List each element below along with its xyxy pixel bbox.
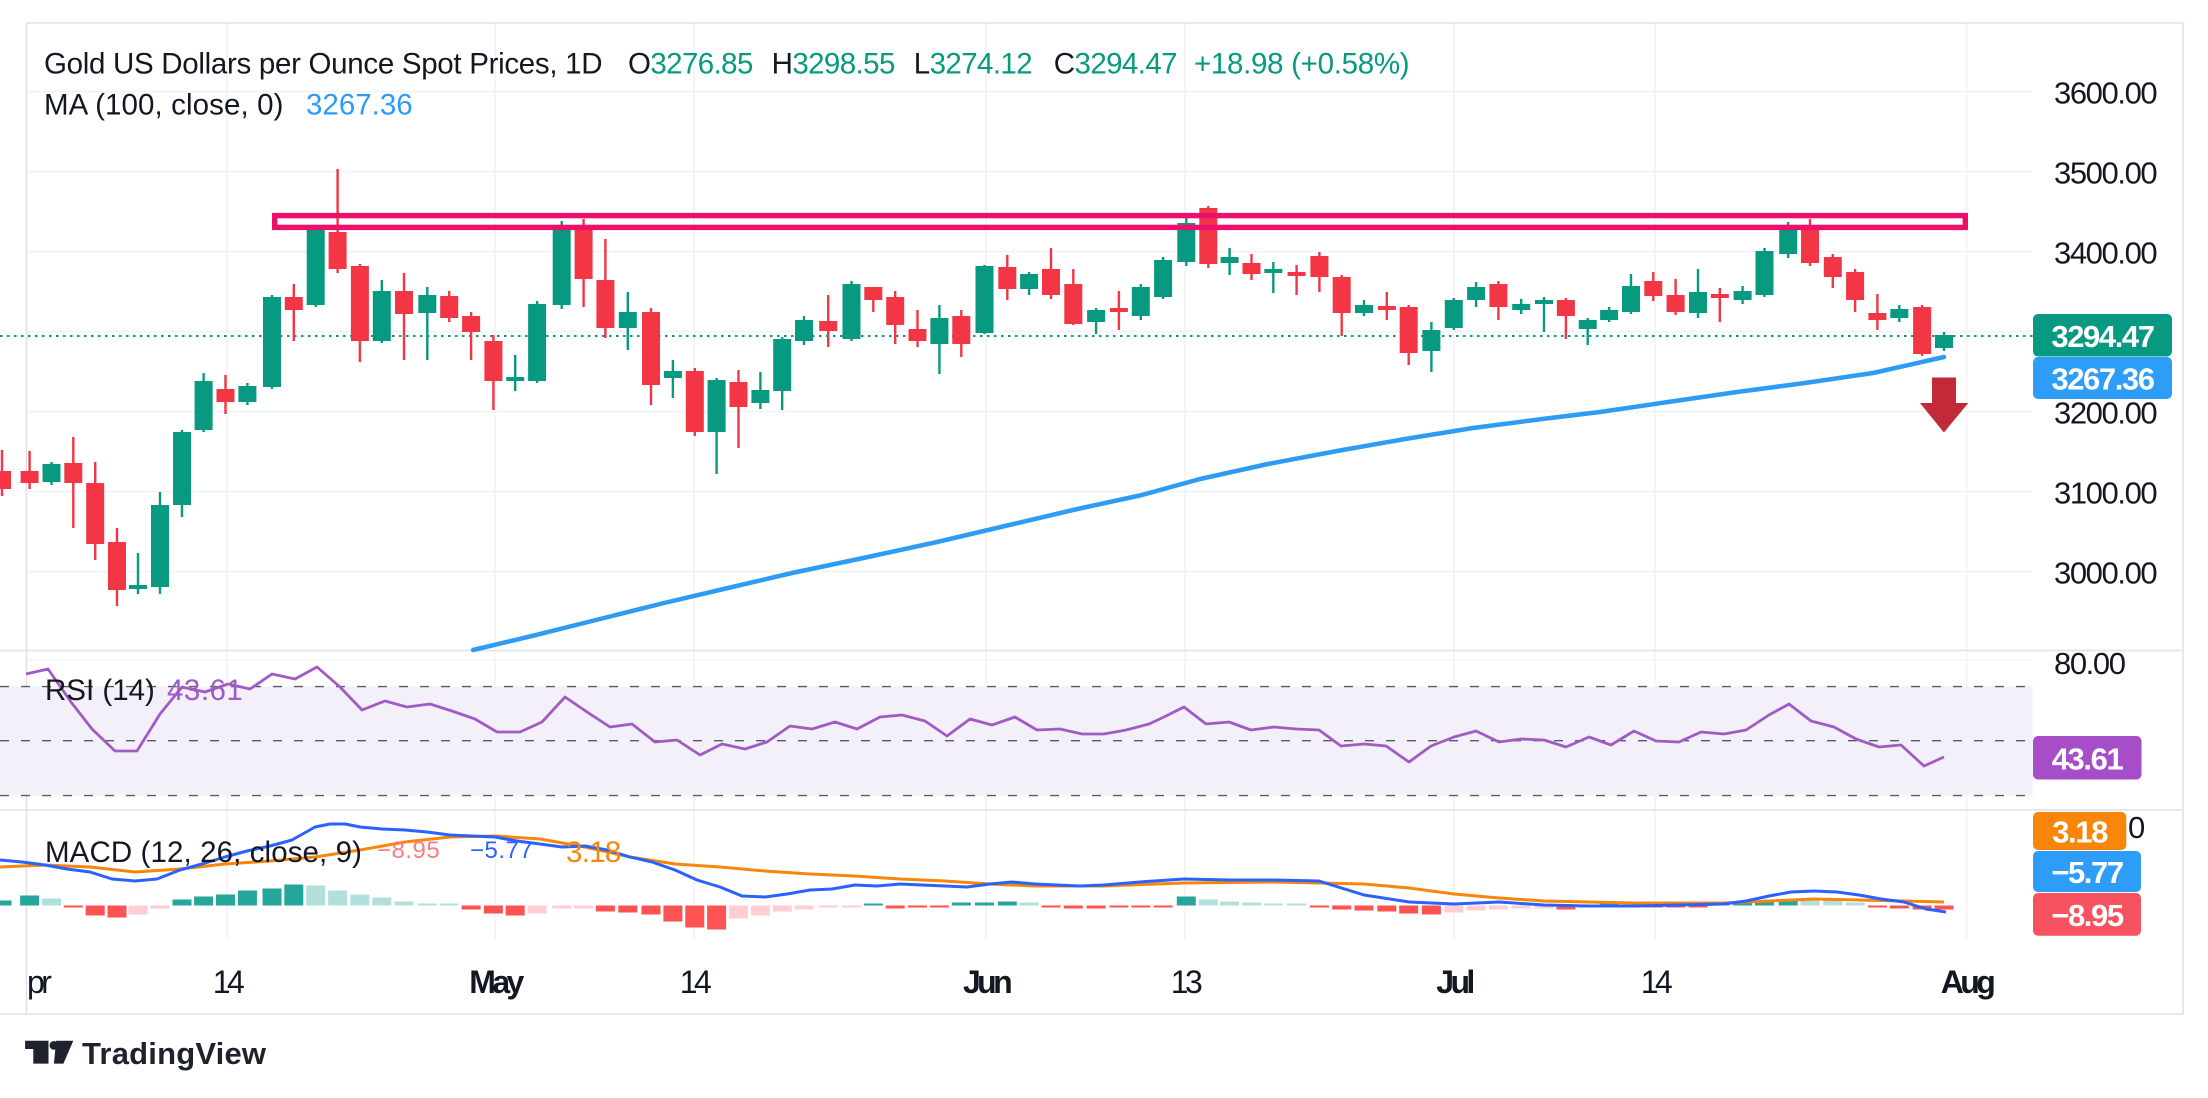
svg-text:Gold US Dollars per Ounce Spot: Gold US Dollars per Ounce Spot Prices, 1… — [44, 47, 602, 80]
svg-text:H3298.55: H3298.55 — [772, 47, 895, 80]
svg-text:43.61: 43.61 — [167, 674, 243, 707]
svg-text:−5.77: −5.77 — [2051, 855, 2123, 890]
svg-text:3000.00: 3000.00 — [2054, 556, 2157, 591]
svg-text:0: 0 — [2128, 810, 2145, 845]
svg-text:13: 13 — [1171, 964, 1202, 1000]
svg-text:80.00: 80.00 — [2054, 646, 2126, 681]
svg-text:43.61: 43.61 — [2052, 741, 2124, 776]
svg-text:3200.00: 3200.00 — [2054, 396, 2157, 431]
svg-text:+18.98 (+0.58%): +18.98 (+0.58%) — [1194, 47, 1409, 80]
svg-text:14: 14 — [1641, 964, 1672, 1000]
svg-text:−8.95: −8.95 — [2051, 898, 2124, 933]
svg-text:Jun: Jun — [963, 964, 1011, 1000]
svg-text:3400.00: 3400.00 — [2054, 236, 2157, 271]
svg-text:3600.00: 3600.00 — [2054, 76, 2157, 111]
svg-text:14: 14 — [213, 964, 244, 1000]
svg-text:O3276.85: O3276.85 — [628, 47, 753, 80]
svg-text:−8.95: −8.95 — [377, 837, 440, 864]
svg-text:14: 14 — [680, 964, 711, 1000]
svg-text:Jul: Jul — [1436, 964, 1473, 1000]
svg-text:3267.36: 3267.36 — [2051, 362, 2154, 397]
svg-text:L3274.12: L3274.12 — [914, 47, 1032, 80]
svg-text:RSI (14): RSI (14) — [45, 674, 155, 707]
svg-text:MA (100, close, 0): MA (100, close, 0) — [44, 88, 284, 121]
svg-text:MACD (12, 26, close, 9): MACD (12, 26, close, 9) — [45, 836, 362, 869]
svg-text:Aug: Aug — [1941, 964, 1994, 1000]
svg-text:3.18: 3.18 — [566, 836, 621, 869]
svg-text:C3294.47: C3294.47 — [1054, 47, 1177, 80]
svg-text:3294.47: 3294.47 — [2051, 319, 2153, 354]
svg-text:3500.00: 3500.00 — [2054, 156, 2157, 191]
svg-text:−5.77: −5.77 — [470, 837, 533, 864]
svg-text:3267.36: 3267.36 — [306, 88, 413, 121]
svg-text:3100.00: 3100.00 — [2054, 476, 2157, 511]
svg-text:TradingView: TradingView — [82, 1036, 267, 1071]
svg-text:May: May — [469, 964, 524, 1000]
svg-text:3.18: 3.18 — [2052, 815, 2108, 850]
